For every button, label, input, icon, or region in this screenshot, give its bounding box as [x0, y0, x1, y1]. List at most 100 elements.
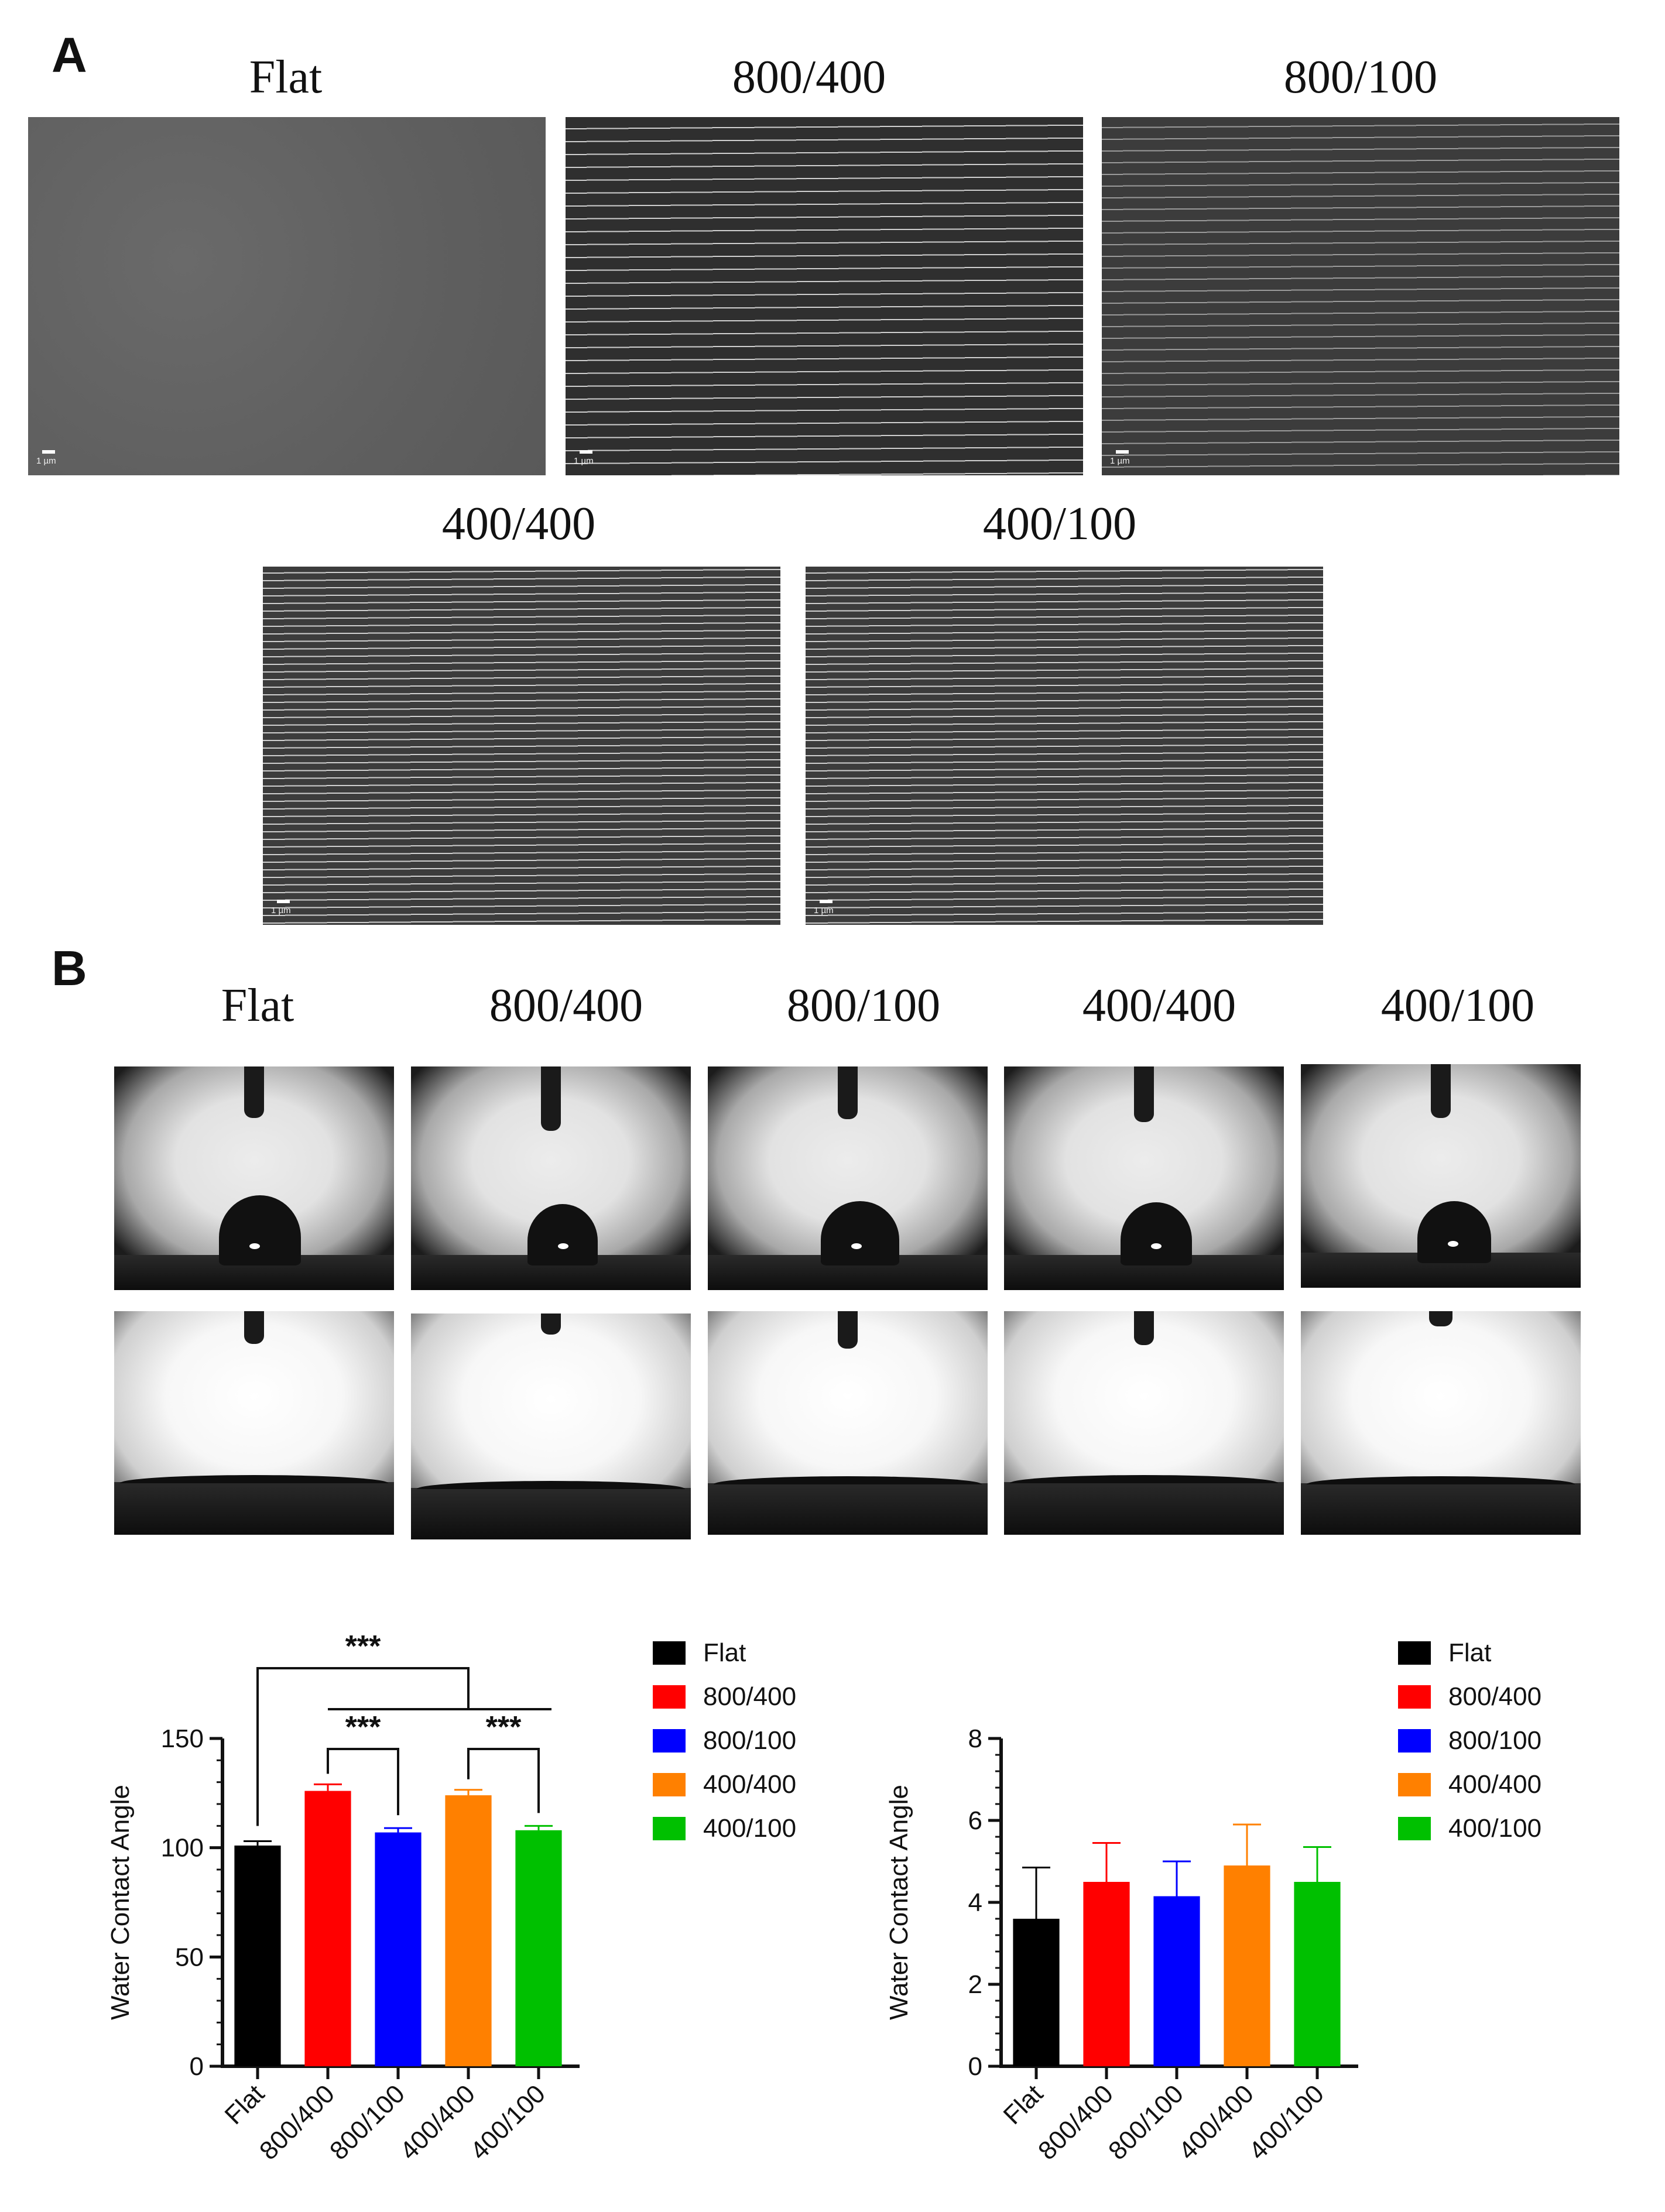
sem-image-flat: 1 µm: [28, 117, 546, 475]
legend-initial: Flat 800/400 800/100 400/400 400/100: [653, 1631, 796, 1850]
y-tick-label: 6: [968, 1806, 982, 1835]
drop-title-400-100: 400/100: [1380, 980, 1535, 1031]
spread-droplet: [714, 1476, 982, 1484]
sem-title-400-400: 400/400: [441, 498, 596, 550]
y-tick-label: 8: [968, 1724, 982, 1753]
bar-400-100: [1294, 1882, 1341, 2066]
x-tick-label: 800/400: [1033, 2079, 1119, 2165]
legend-item: 400/400: [653, 1762, 796, 1806]
droplet-image-400-400-spread: [1004, 1311, 1284, 1535]
needle: [1431, 1064, 1451, 1118]
legend-swatch: [1398, 1772, 1431, 1796]
spread-droplet: [1010, 1475, 1278, 1483]
needle: [838, 1311, 858, 1349]
x-tick-label: 800/100: [1103, 2079, 1189, 2165]
significance-bracket: [256, 1667, 470, 1826]
legend-label: Flat: [703, 1638, 746, 1667]
x-tick-label: Flat: [998, 2079, 1049, 2130]
needle: [541, 1314, 561, 1335]
needle: [1134, 1311, 1154, 1345]
legend-swatch: [653, 1772, 686, 1796]
legend-swatch: [653, 1685, 686, 1709]
legend-item: 800/400: [1398, 1675, 1541, 1719]
bar-800-100: [1153, 1896, 1200, 2066]
y-axis-label: Water Contact Angle: [106, 1785, 135, 2020]
needle: [1429, 1311, 1452, 1326]
legend-item: 400/400: [1398, 1762, 1541, 1806]
y-tick-label: 150: [161, 1724, 204, 1753]
needle: [838, 1066, 858, 1119]
y-tick-label: 50: [175, 1943, 204, 1971]
spread-droplet: [1307, 1476, 1575, 1484]
legend-swatch: [653, 1641, 686, 1665]
scale-bar: 1 µm: [271, 900, 291, 915]
legend-label: 800/100: [1448, 1726, 1542, 1755]
spread-droplet: [417, 1481, 685, 1489]
sem-image-800-100: 1 µm: [1102, 117, 1619, 475]
y-tick-label: 4: [968, 1888, 982, 1917]
scale-bar: 1 µm: [574, 450, 594, 466]
significance-bracket: [327, 1748, 399, 1816]
legend-item: 800/400: [653, 1675, 796, 1719]
legend-label: 400/400: [1448, 1769, 1542, 1799]
legend-item: Flat: [1398, 1631, 1541, 1675]
needle: [244, 1311, 264, 1344]
panel-a-label: A: [52, 28, 87, 83]
bar-Flat: [1013, 1919, 1060, 2066]
y-tick-label: 0: [968, 2052, 982, 2081]
sem-title-800-400: 800/400: [732, 52, 886, 103]
droplet-image-800-100-spread: [708, 1311, 988, 1535]
significance-label: ***: [486, 1710, 522, 1744]
water-droplet: [821, 1201, 899, 1266]
droplet-image-flat-initial: [114, 1066, 394, 1290]
water-droplet: [527, 1204, 598, 1266]
droplet-image-800-400-spread: [411, 1314, 691, 1539]
legend-label: 800/400: [703, 1682, 797, 1711]
scale-bar: 1 µm: [1110, 450, 1130, 466]
droplet-image-flat-spread: [114, 1311, 394, 1535]
substrate: [1004, 1482, 1284, 1535]
droplet-image-400-400-initial: [1004, 1066, 1284, 1290]
legend-label: 800/400: [1448, 1682, 1542, 1711]
substrate: [708, 1483, 988, 1535]
droplet-image-800-100-initial: [708, 1066, 988, 1290]
legend-item: 800/100: [1398, 1719, 1541, 1762]
x-tick-label: 400/400: [1173, 2079, 1259, 2165]
scale-bar: 1 µm: [814, 900, 834, 915]
legend-item: 400/100: [653, 1806, 796, 1850]
legend-spread: Flat 800/400 800/100 400/400 400/100: [1398, 1631, 1541, 1850]
bar-800-400: [1083, 1882, 1130, 2066]
legend-swatch: [1398, 1641, 1431, 1665]
x-tick-label: Flat: [220, 2079, 270, 2130]
legend-label: 400/100: [703, 1813, 797, 1843]
x-tick-label: 800/400: [254, 2079, 340, 2165]
needle: [541, 1066, 561, 1131]
significance-bracket: [467, 1748, 540, 1813]
legend-item: 400/100: [1398, 1806, 1541, 1850]
legend-swatch: [1398, 1816, 1431, 1840]
sem-image-400-400: 1 µm: [263, 567, 780, 925]
x-tick-label: 400/400: [395, 2079, 481, 2165]
y-tick-label: 0: [190, 2052, 204, 2081]
droplet-image-400-100-initial: [1301, 1064, 1581, 1288]
significance-label: ***: [345, 1710, 381, 1744]
legend-item: 800/100: [653, 1719, 796, 1762]
contact-angle-chart-spread: 0 2 4 6 8 Water Contact Angle Flat800/400800/1…: [885, 1724, 1358, 2166]
drop-title-800-400: 800/400: [489, 980, 643, 1031]
bar-800-100: [375, 1832, 422, 2066]
droplet-image-400-100-spread: [1301, 1311, 1581, 1535]
y-tick-label: 100: [161, 1834, 204, 1863]
legend-swatch: [653, 1816, 686, 1840]
legend-swatch: [1398, 1685, 1431, 1709]
drop-title-800-100: 800/100: [786, 980, 941, 1031]
legend-label: 800/100: [703, 1726, 797, 1755]
legend-label: 400/400: [703, 1769, 797, 1799]
bar-400-400: [1224, 1865, 1270, 2066]
y-tick-label: 2: [968, 1970, 982, 1999]
substrate: [411, 1488, 691, 1539]
water-droplet: [1121, 1202, 1192, 1266]
droplet-image-800-400-initial: [411, 1066, 691, 1290]
significance-label: ***: [345, 1630, 381, 1664]
bar-800-400: [304, 1791, 351, 2066]
legend-label: 400/100: [1448, 1813, 1542, 1843]
